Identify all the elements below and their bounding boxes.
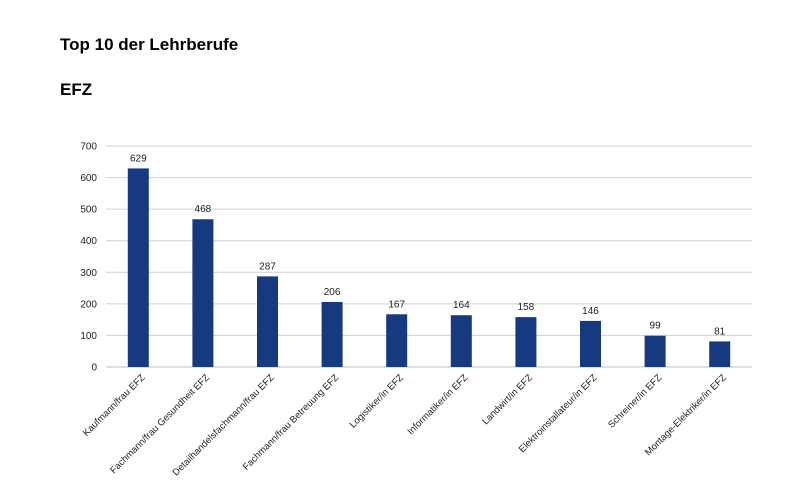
bar — [257, 276, 278, 367]
bar — [709, 341, 731, 367]
x-tick-label: Schreiner/in EFZ — [606, 372, 664, 430]
chart-subtitle: EFZ — [60, 80, 93, 99]
y-tick-label: 700 — [80, 142, 97, 153]
y-tick-label: 300 — [80, 268, 97, 279]
x-tick-label: Logistiker/in EFZ — [348, 372, 406, 430]
bar — [386, 314, 408, 367]
y-tick-label: 100 — [80, 331, 97, 342]
data-label: 99 — [650, 321, 662, 332]
x-tick-label: Landwirt/in EFZ — [480, 372, 535, 427]
data-label: 629 — [130, 153, 147, 164]
data-label: 146 — [582, 306, 599, 317]
data-label: 287 — [259, 261, 276, 272]
x-tick-label: Informatiker/in EFZ — [406, 372, 471, 437]
bar — [321, 301, 343, 367]
y-tick-label: 500 — [80, 205, 97, 216]
bar — [450, 315, 472, 367]
x-tick-label: Detailhandelsfachmann/frau EFZ — [171, 372, 277, 478]
y-tick-label: 200 — [80, 299, 97, 310]
data-label: 158 — [518, 302, 535, 313]
y-tick-label: 0 — [91, 363, 97, 374]
y-tick-label: 400 — [80, 236, 97, 247]
bar — [580, 320, 601, 367]
data-label: 81 — [714, 326, 726, 337]
data-label: 206 — [324, 287, 341, 298]
bar — [192, 219, 214, 367]
y-tick-label: 600 — [80, 173, 97, 184]
data-label: 468 — [195, 204, 212, 215]
chart-title: Top 10 der Lehrberufe — [60, 35, 239, 54]
bar — [127, 168, 149, 367]
data-label: 167 — [388, 299, 405, 310]
data-label: 164 — [453, 300, 470, 311]
bar — [644, 335, 666, 367]
x-tick-label: Kaufmann/frau EFZ — [81, 372, 148, 439]
bar — [515, 317, 537, 367]
